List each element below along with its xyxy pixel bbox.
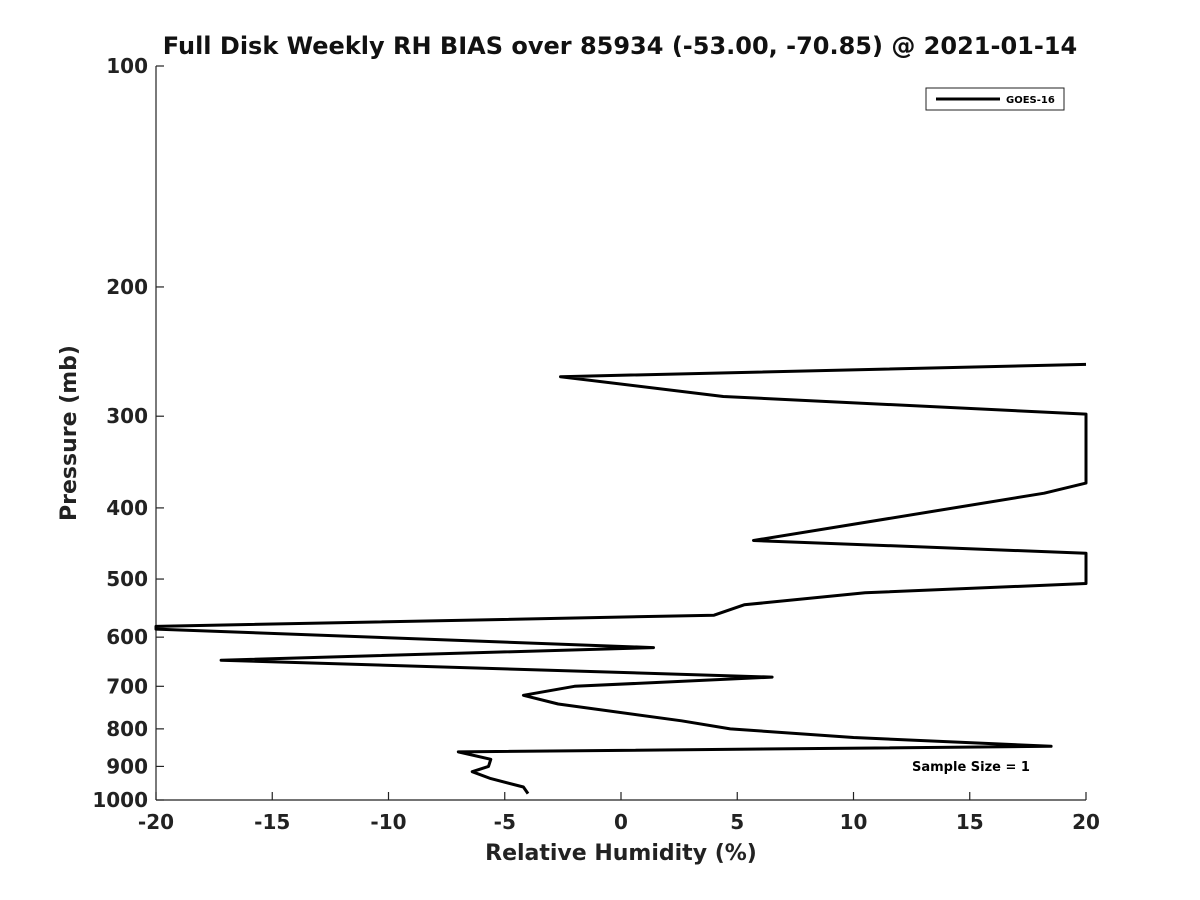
x-tick-label: -5: [494, 810, 516, 834]
x-axis-label: Relative Humidity (%): [485, 841, 757, 866]
y-tick-label: 200: [106, 275, 148, 299]
y-tick-label: 900: [106, 754, 148, 778]
x-tick-label: -20: [138, 810, 174, 834]
x-ticks: -20 -15 -10 -5 0 5 10 15 20: [138, 792, 1100, 834]
y-tick-label: 800: [106, 717, 148, 741]
sample-size-annotation: Sample Size = 1: [912, 760, 1030, 775]
x-tick-label: 0: [614, 810, 628, 834]
series-layer: [154, 362, 1088, 795]
y-axis-label: Pressure (mb): [57, 345, 82, 521]
legend: GOES-16: [925, 87, 1065, 111]
y-tick-label: 400: [106, 496, 148, 520]
y-tick-label: 500: [106, 567, 148, 591]
axes: [155, 66, 1086, 801]
x-tick-label: 20: [1072, 810, 1100, 834]
series-line-goes-16: [154, 362, 1088, 795]
x-tick-label: 5: [730, 810, 744, 834]
chart-title: Full Disk Weekly RH BIAS over 85934 (-53…: [163, 32, 1077, 60]
y-tick-label: 300: [106, 404, 148, 428]
y-tick-label: 1000: [92, 788, 148, 812]
y-tick-label: 700: [106, 674, 148, 698]
y-ticks: 100 200 300 400 500 600 700 800 900 1000: [92, 54, 164, 812]
x-tick-label: 15: [956, 810, 984, 834]
x-tick-label: -10: [370, 810, 406, 834]
y-tick-label: 600: [106, 625, 148, 649]
legend-label-goes-16: GOES-16: [1006, 95, 1055, 106]
x-tick-label: 10: [840, 810, 868, 834]
x-tick-label: -15: [254, 810, 290, 834]
y-tick-label: 100: [106, 54, 148, 78]
